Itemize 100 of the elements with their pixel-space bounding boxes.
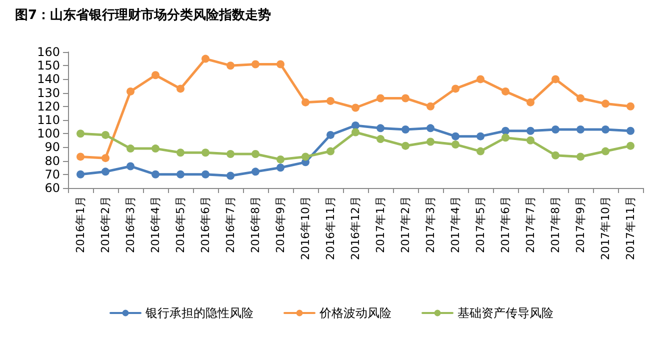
legend-label: 基础资产传导风险	[458, 306, 554, 320]
x-tick-label: 2016年5月	[174, 196, 187, 253]
point	[476, 132, 484, 140]
point	[602, 100, 610, 108]
x-tick-label: 2016年3月	[124, 196, 137, 253]
point	[526, 126, 534, 135]
x-tick-label: 2017年8月	[549, 196, 562, 253]
point	[376, 94, 384, 102]
x-tick-label: 2016年12月	[349, 196, 362, 260]
y-tick-label: 100	[37, 126, 60, 141]
x-tick-label: 2016年2月	[99, 196, 112, 253]
y-tick-label: 160	[37, 45, 60, 59]
point	[76, 130, 84, 138]
point	[376, 135, 384, 144]
legend-label: 价格波动风险	[318, 306, 392, 320]
point	[502, 126, 510, 135]
point	[402, 94, 410, 102]
y-tick-label: 80	[44, 154, 60, 168]
y-tick-label: 140	[37, 72, 60, 86]
point	[102, 130, 110, 139]
x-tick-label: 2016年7月	[224, 196, 237, 253]
point	[152, 71, 160, 80]
point	[302, 98, 310, 106]
x-tick-label: 2017年1月	[374, 196, 387, 253]
point	[152, 144, 160, 153]
point	[202, 170, 210, 178]
chart-title: 图7：山东省银行理财市场分类风险指数走势	[15, 7, 272, 23]
point	[452, 132, 460, 140]
x-tick-label: 2017年2月	[399, 196, 412, 253]
point	[202, 148, 210, 157]
point	[352, 121, 360, 130]
legend-label: 银行承担的隐性风险	[144, 306, 254, 320]
point	[326, 96, 334, 105]
point	[476, 147, 484, 156]
x-tick-label: 2017年11月	[624, 196, 637, 260]
x-tick-label: 2017年6月	[499, 196, 512, 253]
x-tick-label: 2016年8月	[249, 196, 262, 253]
point	[202, 54, 210, 63]
x-tick-label: 2016年6月	[199, 196, 212, 253]
point	[576, 152, 584, 161]
point	[252, 150, 260, 158]
x-tick-label: 2017年4月	[449, 196, 462, 253]
point	[276, 60, 284, 68]
point	[402, 142, 410, 150]
point	[252, 60, 260, 68]
point	[526, 98, 534, 106]
point	[576, 126, 584, 134]
point	[226, 172, 234, 180]
x-tick-label: 2017年5月	[474, 196, 487, 253]
y-tick-label: 130	[37, 86, 60, 100]
x-tick-label: 2017年3月	[424, 196, 437, 253]
x-tick-label: 2017年9月	[574, 196, 587, 253]
point	[226, 62, 234, 70]
point	[502, 134, 510, 142]
point	[102, 154, 110, 162]
y-tick-label: 60	[44, 181, 60, 195]
point	[626, 126, 634, 135]
x-tick-label: 2016年10月	[299, 196, 312, 260]
y-tick-label: 110	[37, 113, 60, 127]
point	[352, 104, 360, 112]
point	[152, 170, 160, 178]
point	[176, 84, 184, 93]
point	[552, 126, 560, 134]
point	[326, 130, 334, 139]
x-tick-label: 2017年10月	[599, 196, 612, 260]
x-tick-label: 2016年9月	[274, 196, 287, 253]
point	[126, 87, 134, 96]
y-tick-label: 70	[44, 167, 60, 182]
point	[626, 142, 634, 150]
point	[552, 151, 560, 160]
point	[452, 84, 460, 93]
point	[502, 87, 510, 96]
point	[626, 102, 634, 110]
point	[602, 147, 610, 156]
x-tick-label: 2016年4月	[149, 196, 162, 253]
point	[526, 136, 534, 144]
point	[376, 124, 384, 132]
point	[102, 168, 110, 176]
x-tick-label: 2017年7月	[524, 196, 537, 253]
point	[176, 148, 184, 157]
y-tick-label: 120	[37, 99, 60, 114]
x-tick-label: 2016年1月	[74, 196, 87, 253]
point	[426, 124, 434, 132]
point	[302, 152, 310, 161]
x-tick-label: 2016年11月	[324, 196, 337, 260]
point	[252, 168, 260, 176]
point	[126, 144, 134, 153]
point	[226, 150, 234, 158]
point	[76, 152, 84, 161]
point	[276, 155, 284, 164]
point	[452, 140, 460, 148]
y-tick-label: 150	[37, 58, 60, 73]
point	[402, 126, 410, 134]
y-tick-label: 90	[44, 140, 60, 154]
point	[326, 147, 334, 156]
point	[426, 138, 434, 146]
point	[276, 164, 284, 172]
point	[426, 102, 434, 110]
point	[76, 170, 84, 178]
point	[602, 126, 610, 134]
